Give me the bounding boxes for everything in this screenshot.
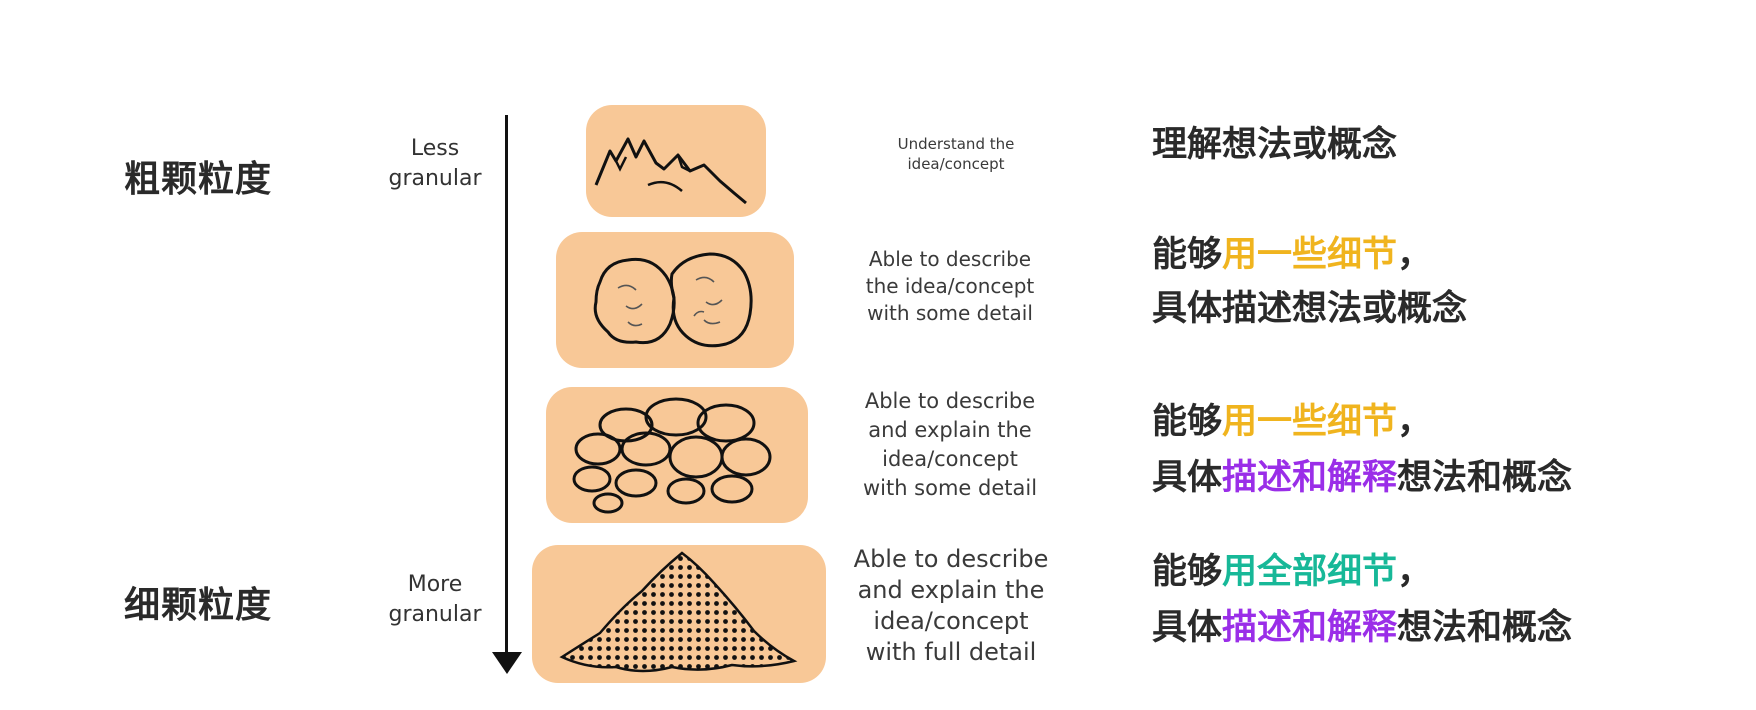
two-rocks-tile [556,232,794,368]
coarse-granularity-label: 粗颗粒度 [124,159,273,200]
arrow-down-icon [492,652,522,674]
level3-desc-line4: with some detail [862,476,1038,500]
more-granular-line1: More [407,572,463,597]
zh-segment: 能够 [1152,402,1223,442]
level4-description: Able to describe and explain the idea/co… [826,544,1076,668]
level1-description: Understand the idea/concept [846,134,1066,174]
zh-segment: 能够 [1152,235,1223,275]
level4-zh-line1: 能够用全部细节， [1152,547,1432,597]
zh-segment: 想法和概念 [1397,608,1573,648]
level4-desc-line1: Able to describe [853,545,1049,573]
sand-pile-tile [532,545,826,683]
level3-zh-line2: 具体描述和解释想法和概念 [1152,453,1572,503]
zh-segment: 能够 [1152,552,1223,592]
level4-zh-line2: 具体描述和解释想法和概念 [1152,603,1572,653]
mountain-tile [586,105,766,217]
two-rocks-icon [593,252,753,348]
level1-desc-line1: Understand the [897,135,1015,153]
zh-segment: 具体 [1152,458,1223,498]
zh-segment: 描述和解释 [1222,608,1398,648]
granularity-axis-line [505,115,508,660]
level2-description: Able to describe the idea/concept with s… [835,246,1065,327]
level2-desc-line3: with some detail [867,301,1033,325]
level3-desc-line1: Able to describe [864,389,1036,413]
less-granular-line1: Less [410,136,460,161]
less-granular-label: Less granular [360,134,510,194]
level4-desc-line2: and explain the [857,576,1045,604]
zh-segment: 理解想法或概念 [1152,125,1398,165]
fine-granularity-label: 细颗粒度 [124,585,273,626]
less-granular-line2: granular [388,166,482,191]
level2-zh-line1: 能够用一些细节， [1152,230,1432,280]
level1-zh-line1: 理解想法或概念 [1152,120,1397,170]
zh-segment: 用一些细节 [1222,402,1398,442]
zh-segment: 具体 [1152,608,1223,648]
level3-desc-line3: idea/concept [882,447,1018,471]
zh-segment: 描述和解释 [1222,458,1398,498]
zh-segment: 具体描述想法或概念 [1152,289,1468,329]
zh-segment: 想法和概念 [1397,458,1573,498]
more-granular-line2: granular [388,602,482,627]
level2-desc-line2: the idea/concept [865,274,1035,298]
level4-desc-line3: idea/concept [873,607,1029,635]
more-granular-label: More granular [360,570,510,630]
zh-segment: 用一些细节 [1222,235,1398,275]
pebbles-tile [546,387,808,523]
zh-segment: ， [1397,235,1433,275]
zh-segment: 用全部细节 [1222,552,1398,592]
sand-pile-icon [559,551,798,673]
level2-zh-line2: 具体描述想法或概念 [1152,284,1467,334]
mountain-icon [594,137,747,205]
level1-desc-line2: idea/concept [907,155,1005,173]
level3-zh-line1: 能够用一些细节， [1152,397,1432,447]
pebbles-icon [572,397,772,514]
level3-desc-line2: and explain the [868,418,1032,442]
zh-segment: ， [1397,552,1433,592]
level2-desc-line1: Able to describe [868,247,1032,271]
level4-desc-line4: with full detail [865,638,1037,666]
zh-segment: ， [1397,402,1433,442]
level3-description: Able to describe and explain the idea/co… [830,387,1070,503]
